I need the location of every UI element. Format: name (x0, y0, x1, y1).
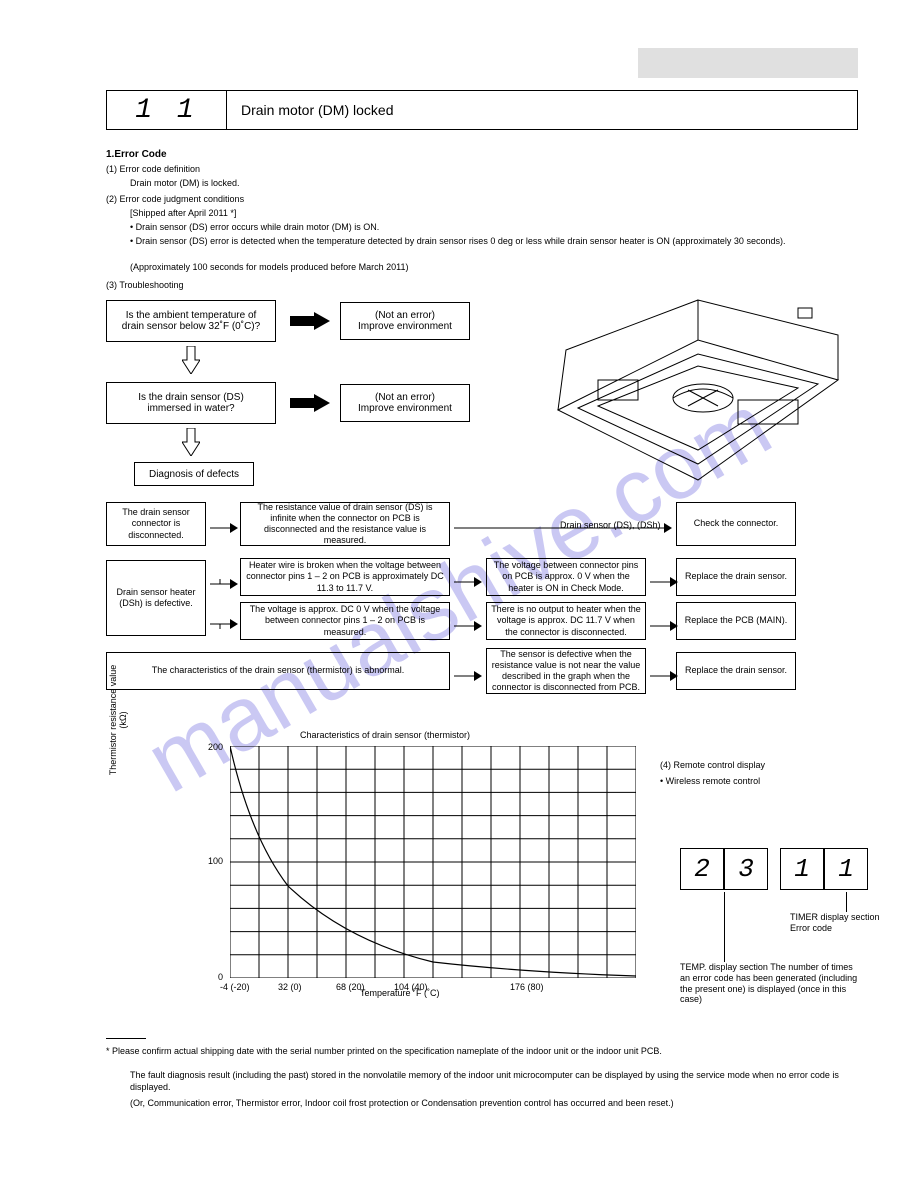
ar-r2-3a (650, 574, 678, 584)
r1c4: Check the connector. (676, 502, 796, 546)
device-illustration (538, 280, 858, 520)
r2c3a: The voltage between connector pins on PC… (486, 558, 646, 596)
x3: 104 (40) (394, 982, 428, 992)
hex-2: Is the drain sensor (DS) immersed in wat… (106, 382, 276, 424)
ar-r2-2b (454, 618, 482, 628)
rem-b3: (Or, Communication error, Thermistor err… (130, 1098, 850, 1110)
y-100: 100 (208, 856, 223, 866)
result-1b: Improve environment (358, 321, 452, 332)
result-1: (Not an error) Improve environment (340, 302, 470, 340)
sub-2a: [Shipped after April 2011 *] (130, 208, 236, 220)
r2c4b: Replace the PCB (MAIN). (676, 602, 796, 640)
footnote: * Please confirm actual shipping date wi… (106, 1046, 846, 1058)
r3c4: Replace the drain sensor. (676, 652, 796, 690)
sub-4: (4) Remote control display (660, 760, 765, 772)
arrow-down-1 (182, 346, 200, 374)
r3c3: The sensor is defective when the resista… (486, 648, 646, 694)
page: 1 1 Drain motor (DM) locked manualshive.… (0, 0, 918, 1188)
sub-1: (1) Error code definition (106, 164, 200, 176)
r2c3b: There is no output to heater when the vo… (486, 602, 646, 640)
sub-1-body: Drain motor (DM) is locked. (130, 178, 240, 190)
x1: 32 (0) (278, 982, 302, 992)
ar-r2-1b (210, 616, 238, 626)
title-label: Drain motor (DM) locked (227, 91, 857, 129)
x0: -4 (-20) (220, 982, 250, 992)
result-1a: (Not an error) (375, 310, 435, 321)
r2c4a: Replace the drain sensor. (676, 558, 796, 596)
r2c2a: Heater wire is broken when the voltage b… (240, 558, 450, 596)
ar-r3-2 (650, 668, 678, 678)
ar-r1-1 (210, 520, 238, 530)
sub-2b: (Approximately 100 seconds for models pr… (130, 262, 408, 274)
arrow-right-1 (290, 312, 330, 330)
line-timer (846, 892, 847, 912)
title-row: 1 1 Drain motor (DM) locked (106, 90, 858, 130)
seg-timer-2: 1 (824, 848, 868, 890)
hex-1: Is the ambient temperature of drain sens… (106, 300, 276, 342)
diagnosis-box: Diagnosis of defects (134, 462, 254, 486)
header-grey-box (638, 48, 858, 78)
line-temp (724, 892, 725, 962)
hex-2-text: Is the drain sensor (DS) immersed in wat… (121, 392, 261, 414)
chart-ylabel: Thermistor resistance value (kΩ) (108, 660, 128, 780)
r2c1: Drain sensor heater (DSh) is defective. (106, 560, 206, 636)
sub-2: (2) Error code judgment conditions (106, 194, 244, 206)
result-2b: Improve environment (358, 403, 452, 414)
timer-caption: TIMER display section Error code (790, 912, 880, 934)
r2c2b: The voltage is approx. DC 0 V when the v… (240, 602, 450, 640)
diagnosis-text: Diagnosis of defects (149, 469, 239, 480)
y-0: 0 (218, 972, 223, 982)
r1c1: The drain sensor connector is disconnect… (106, 502, 206, 546)
seg-temp-2: 3 (724, 848, 768, 890)
j1: • Drain sensor (DS) error occurs while d… (130, 222, 830, 234)
sub-3: (3) Troubleshooting (106, 280, 184, 292)
x4: 176 (80) (510, 982, 544, 992)
chart-title: Characteristics of drain sensor (thermis… (300, 730, 470, 742)
footnote-rule (106, 1038, 146, 1039)
section-1: 1.Error Code (106, 148, 167, 161)
j2: • Drain sensor (DS) error is detected wh… (130, 236, 830, 248)
arrow-down-2 (182, 428, 200, 456)
rem-b2: The fault diagnosis result (including th… (130, 1070, 850, 1093)
seg-temp-1: 2 (680, 848, 724, 890)
ar-r1-2 (454, 520, 672, 530)
title-number: 1 1 (107, 91, 227, 129)
y-200: 200 (208, 742, 223, 752)
arrow-right-2 (290, 394, 330, 412)
r3c12: The characteristics of the drain sensor … (106, 652, 450, 690)
ar-r2-1a (210, 576, 238, 586)
temp-caption: TEMP. display section The number of time… (680, 962, 860, 1005)
hex-1-text: Is the ambient temperature of drain sens… (121, 310, 261, 332)
result-2a: (Not an error) (375, 392, 435, 403)
ar-r3-1 (454, 668, 482, 678)
r1c2: The resistance value of drain sensor (DS… (240, 502, 450, 546)
thermistor-chart (230, 746, 636, 978)
result-2: (Not an error) Improve environment (340, 384, 470, 422)
ar-r2-3b (650, 618, 678, 628)
sub-4b: • Wireless remote control (660, 776, 760, 788)
x2: 68 (20) (336, 982, 365, 992)
seg-timer-1: 1 (780, 848, 824, 890)
ar-r2-2a (454, 574, 482, 584)
